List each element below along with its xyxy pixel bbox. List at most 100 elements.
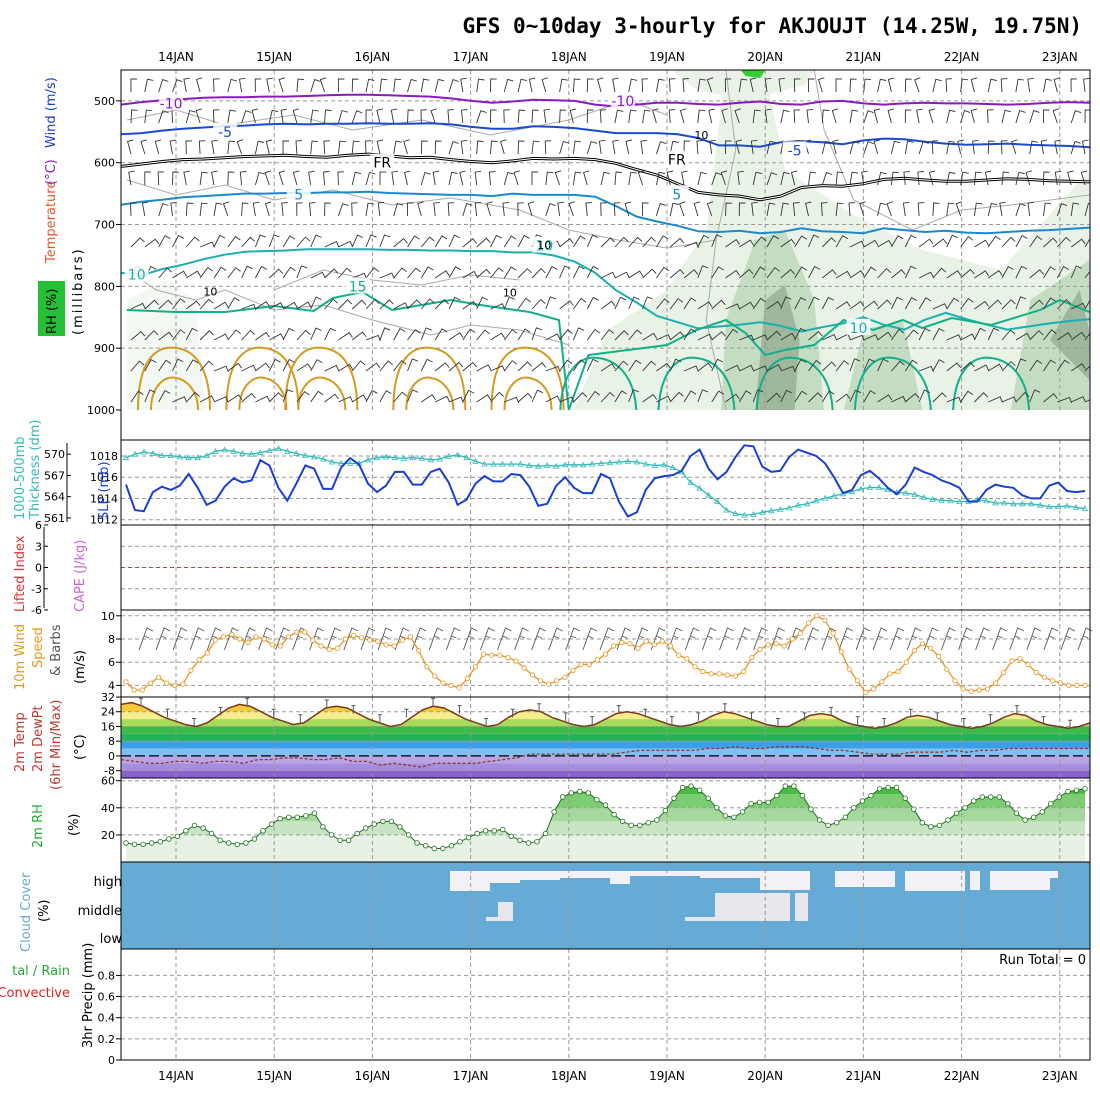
upper-wind-barb [128,170,135,186]
minmax-whisker [245,697,250,707]
upper-wind-barb [835,270,851,279]
upper-wind-barb [195,77,203,93]
cloud-level-axis: high middle low [78,875,123,947]
isotherm-line [503,376,553,410]
upper-wind-barb [199,241,215,248]
upper-wind-barb [974,270,989,279]
rh2m-point [448,843,455,849]
upper-wind-barb [158,331,174,341]
rh-isoline-label: 10 [503,287,517,300]
lifted-tick-label: -3 [31,583,42,596]
rh-shade-area [740,70,766,78]
upper-wind-barb [351,140,360,155]
isotherm-label: 5 [294,187,303,203]
upper-wind-barb [599,109,607,124]
upper-wind-barb [1001,360,1016,372]
upper-wind-barb [241,329,256,341]
upper-wind-barb [292,170,300,186]
upper-wind-barb [186,300,201,310]
wind10m-speed-point [294,629,300,635]
thickness-point [391,454,399,461]
upper-wind-barb [296,202,303,217]
upper-wind-barb [739,239,754,248]
rh2m-point [508,833,514,839]
rh2m-point [534,839,540,845]
upper-wind-barb [157,171,165,186]
upper-wind-barb [572,265,585,279]
rh2m-point [893,784,900,791]
upper-wind-barb [806,108,814,124]
upper-wind-barb [780,171,790,186]
upper-wind-barb [186,270,201,279]
upper-wind-barb [172,270,188,279]
upper-wind-barb [199,330,214,341]
wind10m-speed-point [879,679,885,685]
upper-wind-barb [679,201,686,217]
minmax-whisker [696,712,701,721]
wind10m-speed-point [318,643,324,649]
cloud-clear-block [970,871,980,890]
upper-wind-barb [1001,109,1011,124]
temperature-band [121,702,1090,705]
upper-wind-barb [172,79,183,93]
upper-wind-barb [794,266,807,279]
wind10m-barb [940,627,956,651]
upper-wind-barb [628,171,637,186]
chart-title: GFS 0~10day 3-hourly for AKJOUJT (14.25W… [462,14,1082,38]
isotherm-line [405,376,455,410]
upper-wind-barb [462,270,478,279]
upper-wind-barb [808,234,820,248]
upper-wind-barb [227,394,243,403]
date-label-bottom: 16JAN [355,1069,391,1083]
upper-wind-barb [269,302,284,310]
minmax-whisker [669,716,674,725]
upper-wind-barb [586,265,599,279]
upper-wind-barb [130,237,145,248]
upper-wind-barb [1056,236,1071,248]
slp-line [125,444,1086,518]
date-label-top: 18JAN [551,50,587,64]
upper-wind-barb [503,78,514,93]
upper-wind-barb [1043,109,1050,123]
upper-wind-barb [488,171,496,186]
upper-wind-barb [1052,108,1059,124]
upper-wind-barbs [127,77,1090,404]
precip-convective-label: Convective [0,986,70,1001]
thickness-point [364,456,372,463]
rh2m-point [380,818,386,825]
wind10m-speed-point [375,638,381,644]
upper-wind-barb [600,171,610,186]
upper-wind-barb [1043,171,1050,186]
isotherm-line [392,346,467,410]
thickness-point [409,454,416,461]
isotherm-line [567,298,1090,410]
upper-wind-barb [628,329,642,341]
upper-wind-barb [282,235,296,248]
tick-label: 0 [108,750,115,763]
upper-wind-barb [849,78,857,93]
upper-wind-barb [918,389,931,403]
upper-wind-barb [780,238,796,248]
wind10m-speed-point [887,671,893,677]
rh2m-point [919,820,925,826]
upper-wind-barb [296,265,308,279]
wind-axis-label: Wind (m/s) [44,77,59,148]
upper-wind-barb [459,170,466,186]
tick-label: 0 [108,1054,115,1067]
thickness-point [185,454,192,461]
wind10m-speed-point [927,645,934,651]
wind10m-speed-point [846,666,852,672]
thickness-point [911,491,918,497]
isotherm-line [284,346,359,410]
upper-wind-barb [569,108,577,124]
upper-wind-barb [281,202,288,217]
rh2m-point [1082,786,1088,792]
thickness-point [992,499,999,506]
wind10m-speed-point [692,664,698,670]
rh2m-point [1065,788,1071,795]
upper-wind-barb [808,171,817,186]
cloud-clear-block [498,902,513,921]
upper-wind-barb [586,141,598,155]
upper-wind-barb [310,390,324,403]
upper-wind-barb [863,358,875,372]
